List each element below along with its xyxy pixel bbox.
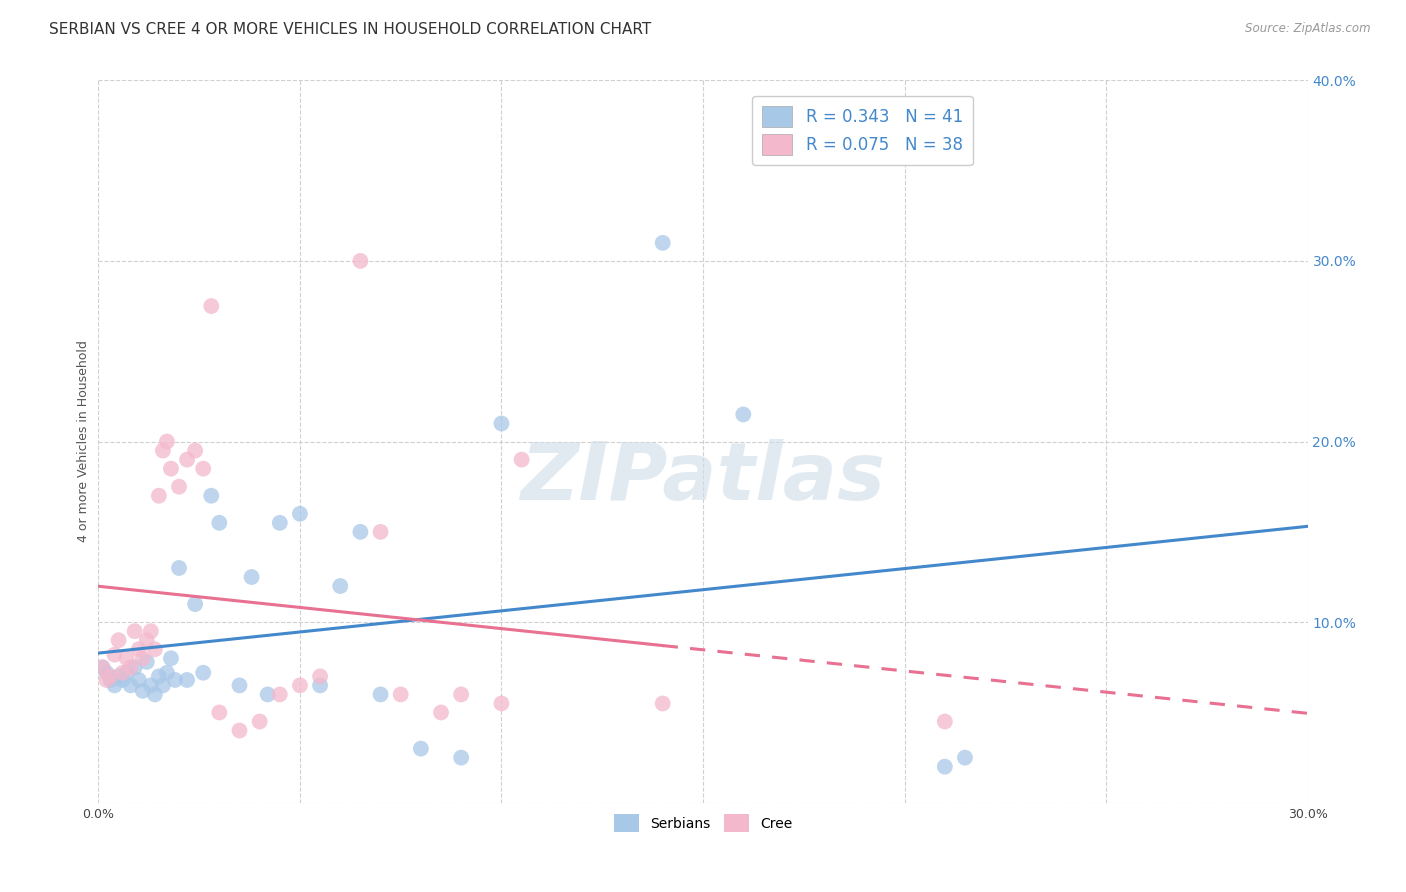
- Point: [111, 673, 134, 687]
- Y-axis label: 4 or more Vehicles in Household: 4 or more Vehicles in Household: [77, 341, 90, 542]
- Point: [228, 678, 250, 692]
- Point: [450, 687, 472, 701]
- Point: [107, 633, 129, 648]
- Point: [143, 687, 166, 701]
- Point: [228, 723, 250, 738]
- Point: [96, 673, 118, 687]
- Point: [288, 678, 311, 692]
- Point: [100, 673, 122, 687]
- Point: [128, 673, 150, 687]
- Text: SERBIAN VS CREE 4 OR MORE VEHICLES IN HOUSEHOLD CORRELATION CHART: SERBIAN VS CREE 4 OR MORE VEHICLES IN HO…: [49, 22, 651, 37]
- Point: [329, 579, 352, 593]
- Point: [184, 597, 207, 611]
- Point: [370, 524, 392, 539]
- Point: [450, 750, 472, 764]
- Point: [510, 452, 533, 467]
- Point: [200, 299, 222, 313]
- Point: [103, 648, 125, 662]
- Point: [139, 678, 162, 692]
- Point: [176, 673, 198, 687]
- Point: [111, 665, 134, 680]
- Point: [148, 489, 170, 503]
- Point: [491, 417, 513, 431]
- Point: [184, 443, 207, 458]
- Legend: Serbians, Cree: Serbians, Cree: [607, 807, 799, 839]
- Point: [143, 642, 166, 657]
- Point: [163, 673, 186, 687]
- Point: [132, 651, 155, 665]
- Point: [953, 750, 976, 764]
- Point: [409, 741, 432, 756]
- Point: [115, 651, 138, 665]
- Point: [124, 660, 146, 674]
- Point: [309, 669, 332, 683]
- Point: [288, 507, 311, 521]
- Point: [249, 714, 271, 729]
- Point: [152, 678, 174, 692]
- Point: [96, 665, 118, 680]
- Point: [103, 678, 125, 692]
- Point: [115, 665, 138, 680]
- Point: [160, 461, 183, 475]
- Point: [120, 678, 142, 692]
- Point: [139, 624, 162, 639]
- Text: ZIPatlas: ZIPatlas: [520, 439, 886, 516]
- Point: [349, 524, 371, 539]
- Point: [120, 660, 142, 674]
- Point: [193, 665, 215, 680]
- Point: [208, 516, 231, 530]
- Point: [167, 561, 190, 575]
- Point: [349, 254, 371, 268]
- Point: [176, 452, 198, 467]
- Point: [934, 714, 956, 729]
- Point: [156, 665, 179, 680]
- Point: [135, 633, 157, 648]
- Point: [269, 687, 291, 701]
- Point: [160, 651, 183, 665]
- Point: [651, 697, 673, 711]
- Point: [128, 642, 150, 657]
- Point: [269, 516, 291, 530]
- Point: [148, 669, 170, 683]
- Point: [91, 660, 114, 674]
- Point: [208, 706, 231, 720]
- Point: [491, 697, 513, 711]
- Point: [200, 489, 222, 503]
- Point: [389, 687, 412, 701]
- Point: [152, 443, 174, 458]
- Point: [430, 706, 453, 720]
- Point: [934, 760, 956, 774]
- Point: [256, 687, 278, 701]
- Point: [193, 461, 215, 475]
- Point: [124, 624, 146, 639]
- Point: [135, 655, 157, 669]
- Point: [100, 669, 122, 683]
- Point: [240, 570, 263, 584]
- Point: [167, 480, 190, 494]
- Point: [107, 669, 129, 683]
- Point: [132, 683, 155, 698]
- Text: Source: ZipAtlas.com: Source: ZipAtlas.com: [1246, 22, 1371, 36]
- Point: [156, 434, 179, 449]
- Point: [733, 408, 755, 422]
- Point: [91, 660, 114, 674]
- Point: [651, 235, 673, 250]
- Point: [370, 687, 392, 701]
- Point: [309, 678, 332, 692]
